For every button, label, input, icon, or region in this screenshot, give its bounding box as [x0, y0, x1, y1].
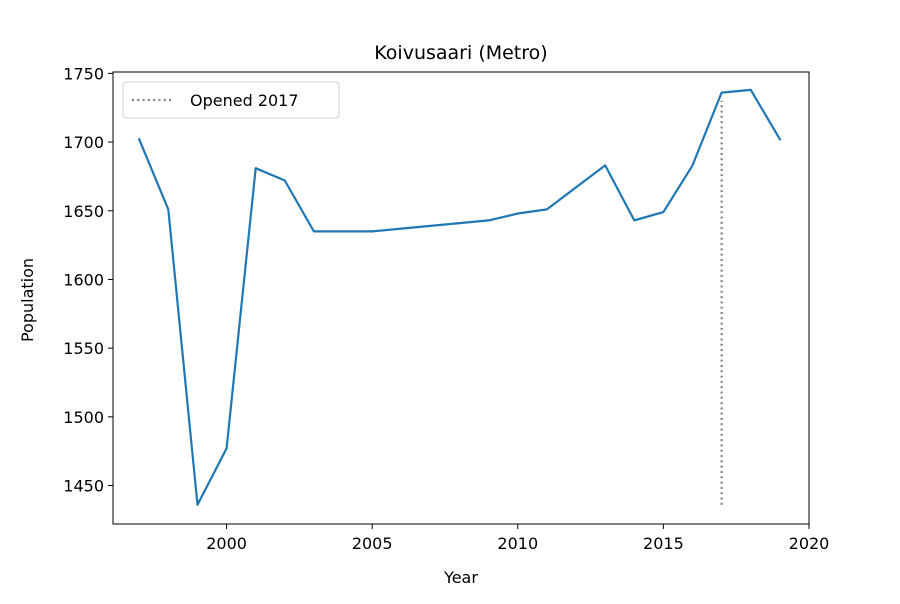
y-tick-label: 1650 [63, 202, 104, 221]
y-tick-label: 1600 [63, 270, 104, 289]
y-tick-label: 1450 [63, 477, 104, 496]
x-tick-label: 2005 [352, 534, 393, 553]
x-tick-label: 2020 [789, 534, 830, 553]
population-series-line [137, 88, 782, 506]
x-tick-label: 2015 [643, 534, 684, 553]
legend: Opened 2017 [122, 81, 340, 119]
plot-frame [112, 71, 810, 525]
x-axis-label: Year [443, 568, 478, 587]
y-tick-label: 1500 [63, 408, 104, 427]
x-tick-label: 2010 [497, 534, 538, 553]
axes-layer: 2000 2005 2010 2015 2020 1450 1500 1550 1600 1650… [63, 64, 829, 553]
legend-label: Opened 2017 [190, 91, 299, 110]
y-axis-label: Population [18, 258, 37, 342]
marks-layer [137, 88, 782, 506]
legend-box [122, 81, 340, 119]
y-tick-label: 1700 [63, 133, 104, 152]
y-tick-label: 1750 [63, 64, 104, 83]
chart-title: Koivusaari (Metro) [374, 42, 547, 64]
x-tick-label: 2000 [206, 534, 247, 553]
y-tick-label: 1550 [63, 339, 104, 358]
